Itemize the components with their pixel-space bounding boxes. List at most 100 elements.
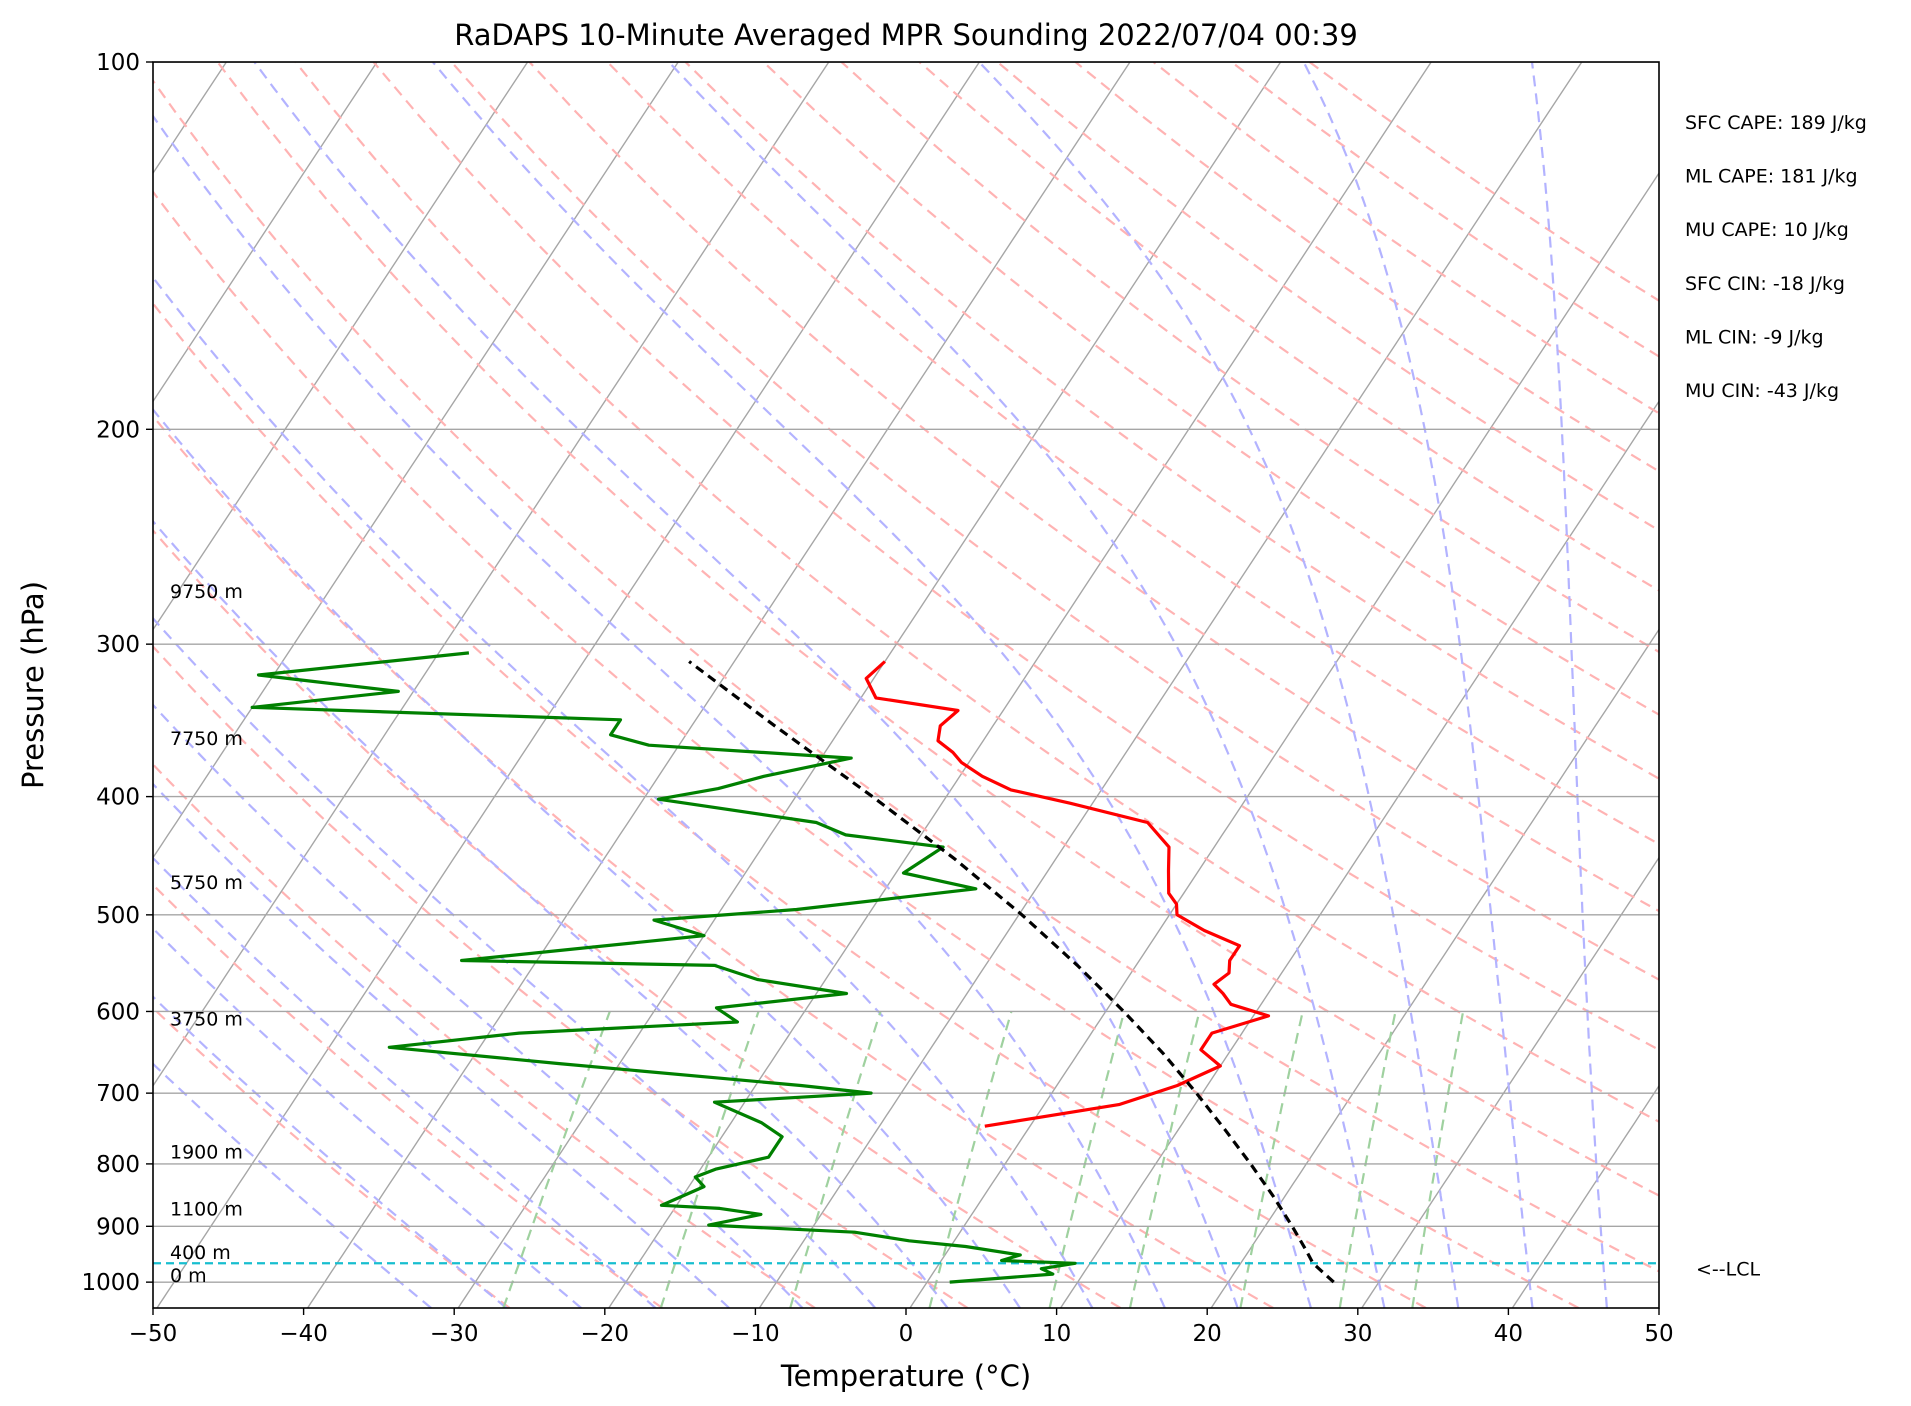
moist-adiabat-line [153, 926, 582, 1308]
moist-adiabat-line [153, 519, 949, 1308]
y-tick-label: 300 [96, 632, 140, 658]
height-label: 400 m [170, 1242, 231, 1264]
x-tick-label: −30 [430, 1321, 479, 1347]
dry-adiabat-line [294, 62, 1659, 1123]
moist-adiabat-line [153, 995, 508, 1308]
x-tick-label: −10 [731, 1321, 780, 1347]
dewpoint-profile [250, 651, 1077, 1284]
x-tick-label: 10 [1042, 1321, 1071, 1347]
moist-adiabat-line [978, 62, 1460, 1308]
stability-index-label: MU CIN: -43 J/kg [1685, 380, 1839, 402]
dry-adiabat-line [1074, 62, 1659, 473]
isotherm-line [909, 171, 1659, 1308]
x-tick-label: −50 [129, 1321, 178, 1347]
mixing-ratio-line [1411, 1011, 1465, 1308]
dry-adiabat-line [762, 62, 1659, 716]
moist-adiabat-line [253, 62, 1239, 1308]
height-label: 7750 m [170, 728, 243, 750]
dry-adiabat-line [1308, 62, 1659, 303]
x-tick-label: 50 [1644, 1321, 1673, 1347]
isotherm-line [758, 62, 1583, 1308]
y-tick-label: 700 [96, 1081, 140, 1107]
dry-adiabat-line [153, 78, 1659, 1273]
y-tick-label: 500 [96, 903, 140, 929]
stability-index-label: MU CAPE: 10 J/kg [1685, 219, 1849, 241]
dry-adiabat-line [450, 62, 1659, 981]
mixing-ratio-line [1239, 1011, 1304, 1308]
y-tick-label: 1000 [81, 1270, 140, 1296]
x-tick-label: 20 [1193, 1321, 1222, 1347]
isotherm-line [1210, 628, 1659, 1308]
isotherm-line [1663, 62, 1911, 1308]
y-tick-label: 100 [96, 50, 140, 76]
mixing-ratio-line [659, 1011, 760, 1308]
mixing-ratio-line [928, 1011, 1013, 1308]
mixing-ratio-line [1128, 1011, 1201, 1308]
stability-index-label: ML CAPE: 181 J/kg [1685, 166, 1858, 188]
moist-adiabat-line [153, 616, 877, 1308]
annotations: 9750 m 7750 m 5750 m 3750 m 1900 m 1100 m 400 … [170, 112, 1867, 1287]
dry-adiabat-line [153, 883, 663, 1308]
x-tick-label: 30 [1343, 1321, 1372, 1347]
y-tick-label: 900 [96, 1214, 140, 1240]
y-tick-label: 400 [96, 785, 140, 811]
dry-adiabat-line [372, 62, 1659, 1052]
isotherm-line [153, 62, 830, 1088]
dry-adiabat-line [1230, 62, 1659, 358]
height-label: 1900 m [170, 1142, 243, 1164]
dry-adiabat-line [153, 190, 1580, 1308]
dry-adiabat-line [216, 62, 1659, 1197]
moist-adiabat-line [153, 407, 1021, 1308]
moist-adiabat-line [153, 703, 804, 1308]
dry-adiabat-line [153, 301, 1427, 1308]
moist-adiabat-line [668, 62, 1386, 1308]
moist-adiabat-line [153, 1062, 432, 1308]
isotherm-line [1060, 400, 1659, 1308]
moist-adiabat-line [153, 856, 657, 1308]
mixing-ratio-line [1048, 1011, 1126, 1308]
plot-border [152, 61, 1660, 1309]
height-label: 1100 m [170, 1199, 243, 1221]
plot-frame [152, 61, 1660, 1309]
chart-title: RaDAPS 10-Minute Averaged MPR Sounding 2… [454, 18, 1358, 52]
chart-title-group: RaDAPS 10-Minute Averaged MPR Sounding 2… [454, 18, 1358, 52]
temperature-profile [864, 660, 1271, 1128]
dry-adiabat-line [996, 62, 1659, 532]
height-label: 9750 m [170, 581, 243, 603]
y-axis-label: Pressure (hPa) [16, 581, 50, 789]
x-tick-label: −20 [581, 1321, 630, 1347]
x-axis-label: Temperature (°C) [780, 1359, 1031, 1393]
lcl-label: <--LCL [1696, 1258, 1760, 1280]
height-label: 0 m [170, 1265, 207, 1287]
isotherm-line [156, 62, 980, 1308]
moist-adiabat-line [153, 782, 730, 1308]
dry-adiabat-line [153, 414, 1274, 1308]
stability-index-label: ML CIN: -9 J/kg [1685, 326, 1824, 348]
height-label: 3750 m [170, 1008, 243, 1030]
background-guides [153, 62, 1911, 1308]
isotherm-line [457, 62, 1282, 1308]
dry-adiabat-line [1152, 62, 1659, 415]
mixing-ratio-line [789, 1011, 882, 1308]
dry-adiabat-line [840, 62, 1659, 654]
dry-adiabat-line [153, 644, 969, 1308]
x-tick-label: −40 [279, 1321, 328, 1347]
y-tick-label: 200 [96, 417, 140, 443]
moist-adiabat-line [153, 114, 1166, 1308]
moist-adiabat-line [1530, 62, 1608, 1308]
isotherm-line [153, 62, 679, 859]
x-tick-label: 40 [1494, 1321, 1523, 1347]
sounding-profiles [153, 651, 1659, 1284]
stability-index-label: SFC CIN: -18 J/kg [1685, 273, 1845, 295]
dry-adiabat-line [606, 62, 1659, 846]
mixing-ratio-line [1338, 1011, 1397, 1308]
moist-adiabat-line [153, 275, 1094, 1308]
isotherm-line [153, 62, 529, 631]
axis-ticks: −50 −40 −30 −20 −10 0 10 20 30 40 50 100 200 300 400 50… [81, 50, 1673, 1347]
moist-adiabat-line [1302, 62, 1534, 1308]
parcel-profile [688, 660, 1335, 1284]
mixing-ratio-line [502, 1011, 611, 1308]
height-label: 5750 m [170, 872, 243, 894]
moist-adiabat-line [431, 62, 1312, 1308]
